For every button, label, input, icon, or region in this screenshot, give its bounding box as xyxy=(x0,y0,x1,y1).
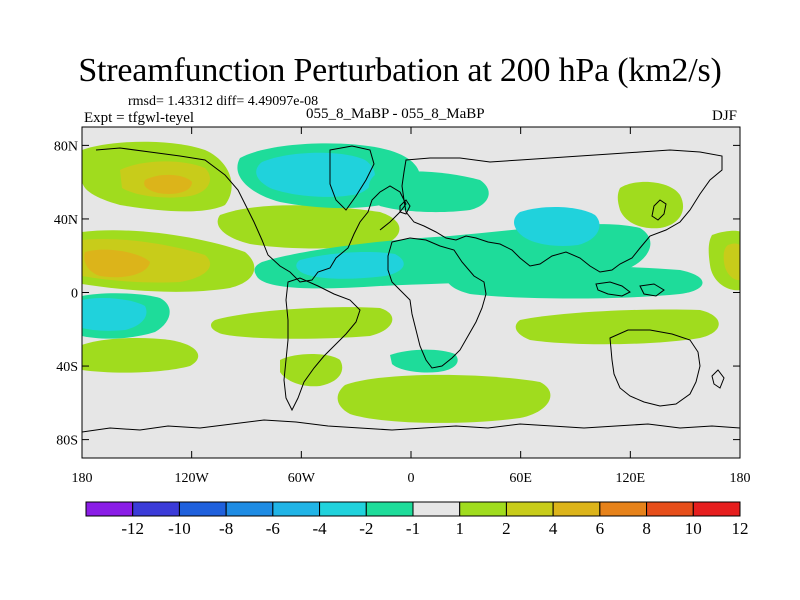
contour-pos-nw-pacific-peak xyxy=(144,174,192,194)
coast-japan xyxy=(651,199,667,221)
coast-antarctica xyxy=(82,419,740,433)
contour-neg-trop-band-core xyxy=(296,252,404,279)
colorbar-swatch xyxy=(599,501,648,517)
contour-pos-southern-ocean xyxy=(337,374,551,423)
colorbar-label: 8 xyxy=(642,519,651,538)
colorbar-label: 4 xyxy=(549,519,558,538)
contour-pos-trop-pacific-peak xyxy=(84,249,150,278)
y-tick-label: 80S xyxy=(56,434,78,449)
colorbar-swatch xyxy=(412,501,461,517)
colorbar-swatch xyxy=(85,501,134,517)
x-tick-label: 60W xyxy=(288,471,316,486)
colorbar-swatch xyxy=(459,501,507,517)
colorbar-label: -8 xyxy=(219,519,233,538)
contour-pos-africa xyxy=(280,354,343,387)
colorbar-label: -1 xyxy=(406,519,420,538)
colorbar-label: 10 xyxy=(685,519,702,538)
contour-neg-w-pacific-core xyxy=(82,298,147,331)
plot-title: Streamfunction Perturbation at 200 hPa (… xyxy=(78,52,722,89)
coast-n-america xyxy=(95,147,407,283)
y-tick-label: 0 xyxy=(71,287,78,302)
y-tick-label: 80N xyxy=(54,139,78,154)
coast-new-zealand xyxy=(711,369,725,389)
coast-eurasia xyxy=(401,149,723,273)
experiment-label: Expt = tfgwl-teyel xyxy=(84,110,195,126)
colorbar-label: 12 xyxy=(732,519,749,538)
colorbar-swatch xyxy=(319,501,367,517)
colorbar-swatch xyxy=(365,501,414,517)
colorbar-swatch xyxy=(505,501,554,517)
map-field xyxy=(82,127,740,458)
x-tick-label: 180 xyxy=(730,471,751,486)
contour-neg-arctic-east xyxy=(368,171,489,213)
colorbar-swatch xyxy=(225,501,274,517)
colorbar-label: -12 xyxy=(121,519,144,538)
contour-pos-indian-ocean xyxy=(515,309,719,345)
comparison-label: 055_8_MaBP - 055_8_MaBP xyxy=(306,106,485,122)
coast-australia xyxy=(609,329,701,407)
coastlines xyxy=(82,145,740,433)
contour-neg-s-atlantic xyxy=(390,349,458,373)
season-label: DJF xyxy=(712,108,738,124)
x-tick-label: 180 xyxy=(72,471,93,486)
colorbar-label: 1 xyxy=(455,519,464,538)
colorbar-swatch xyxy=(272,501,321,517)
colorbar-swatch xyxy=(646,501,694,517)
map-axes: 180 120W 60W 0 60E 120E 180 80N 40N 0 40S 80S xyxy=(54,127,751,486)
colorbar-swatch xyxy=(552,501,601,517)
coast-greenland xyxy=(329,145,375,211)
colorbar-label: -10 xyxy=(168,519,191,538)
x-tick-label: 60E xyxy=(509,471,532,486)
contour-neg-e-pacific xyxy=(446,265,703,299)
x-tick-label: 120E xyxy=(616,471,646,486)
contour-pos-nw-asia xyxy=(617,181,684,229)
colorbar-swatch xyxy=(178,501,227,517)
coast-uk xyxy=(399,199,411,215)
x-tick-label: 120W xyxy=(175,471,210,486)
contour-pos-s-pacific xyxy=(82,337,199,373)
colorbar-label: -6 xyxy=(266,519,280,538)
y-tick-label: 40N xyxy=(54,213,78,228)
coast-africa xyxy=(387,237,487,369)
colorbar-label: -4 xyxy=(312,519,327,538)
colorbar-label: 2 xyxy=(502,519,511,538)
contour-pos-s-america xyxy=(210,307,393,339)
coast-indonesia xyxy=(595,281,665,297)
colorbar-swatch xyxy=(132,501,180,517)
contour-pos-n-america xyxy=(217,205,400,249)
contour-neg-asia-core xyxy=(514,206,600,246)
contour-neg-arctic-core xyxy=(256,152,375,197)
colorbar-swatch xyxy=(692,501,741,517)
colorbar: -12 -10 -8 -6 -4 -2 -1 1 2 4 6 8 10 12 xyxy=(85,501,749,538)
x-tick-label: 0 xyxy=(408,471,415,486)
coast-s-america xyxy=(283,277,361,412)
y-tick-label: 40S xyxy=(56,360,78,375)
stats-line: rmsd= 1.43312 diff= 4.49097e-08 xyxy=(128,94,319,109)
colorbar-label: 6 xyxy=(596,519,605,538)
contour-pos-dateline-east-core xyxy=(723,243,740,281)
colorbar-label: -2 xyxy=(359,519,373,538)
